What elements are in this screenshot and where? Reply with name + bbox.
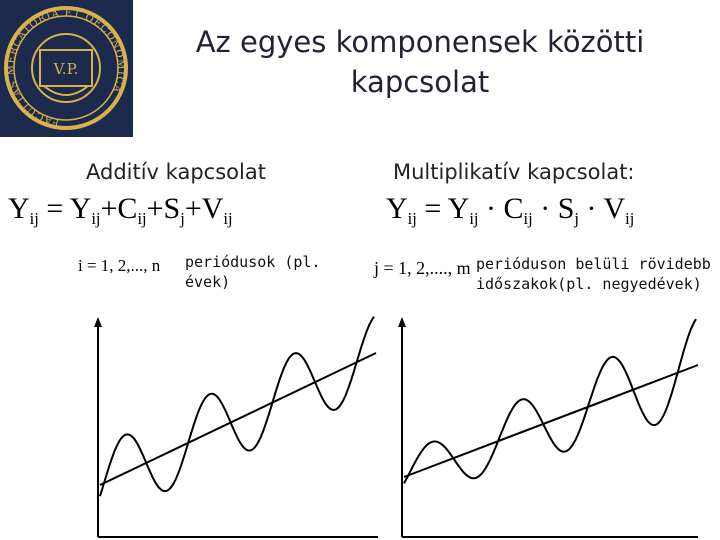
eq-term: Y [8,192,30,225]
trend-line [99,352,377,486]
slide-title: Az egyes komponensek közötti kapcsolat [140,22,700,102]
multiplicative-wave-curve [403,318,697,484]
eq-sub: j [574,208,579,228]
eq-sub: ij [625,208,635,228]
eq-term: V [201,192,224,225]
slide-title-line2: kapcsolat [350,65,490,99]
eq-op: · [586,192,597,225]
additive-index-note: periódusok (pl. évek) [185,253,321,291]
eq-sub: ij [469,208,479,228]
seal-icon: FACULTAS MERCATORIA ET OECONOMICA V.P. [4,6,128,130]
eq-op: + [146,192,164,225]
multiplicative-diagram [398,317,699,538]
multiplicative-index-range: j = 1, 2,...., m [374,258,471,278]
eq-op: = [424,192,442,225]
additive-equation: Yij = Yij+Cij+Sj+Vij [8,192,233,229]
eq-op: · [486,192,496,225]
logo-monogram: V.P. [53,60,79,78]
eq-sub: j [180,208,185,228]
eq-sub: ij [137,208,147,228]
eq-term: S [557,192,575,225]
eq-term: Y [447,192,470,225]
additive-wave-curve [99,316,375,497]
eq-sub: ij [223,208,233,228]
eq-term: S [163,192,181,225]
eq-op: + [100,192,118,225]
eq-term: C [117,192,138,225]
additive-heading: Additív kapcsolat [86,160,266,184]
logo: FACULTAS MERCATORIA ET OECONOMICA V.P. [0,0,133,137]
eq-sub: ij [29,208,39,228]
multiplicative-equation: Yij = Yij · Cij · Sj · Vij [386,192,634,229]
y-axis-arrow-icon [398,317,406,327]
eq-term: V [603,192,626,225]
trend-line [403,364,699,478]
additive-index-range: i = 1, 2,..., n [78,256,161,275]
y-axis-arrow-icon [94,317,102,327]
slide-title-line1: Az egyes komponensek közötti [195,25,645,59]
multiplicative-heading: Multiplikatív kapcsolat: [393,160,635,184]
multiplicative-index-note: perióduson belüli rövidebb időszakok(pl.… [476,255,711,293]
eq-sub: ij [407,208,417,228]
eq-op: = [46,192,64,225]
eq-sub: ij [91,208,101,228]
eq-term: Y [386,192,408,225]
eq-op: · [540,192,551,225]
eq-op: + [184,192,202,225]
additive-diagram [94,316,378,538]
eq-term: Y [69,192,92,225]
eq-term: C [503,192,524,225]
eq-sub: ij [523,208,533,228]
